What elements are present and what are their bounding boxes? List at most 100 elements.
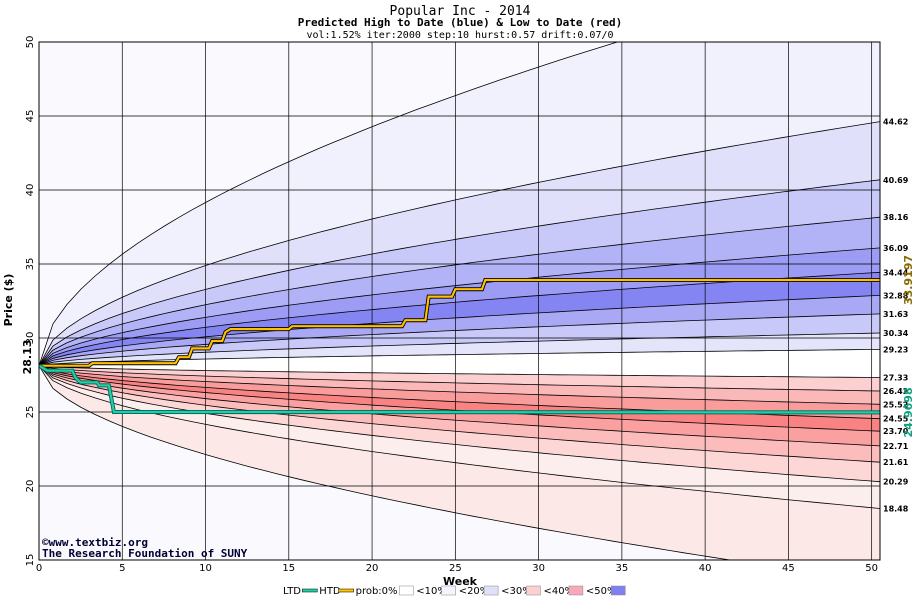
- legend-swatch: [526, 585, 541, 596]
- quantile-line: [39, 365, 880, 392]
- plot-area: 0 5 10 15 20 25 30 35 40 45 50 15 20 25 30 35 40 45 50 44.6…: [25, 36, 915, 574]
- x-tick-label: 40: [699, 563, 712, 574]
- chart-subtitle: Predicted High to Date (blue) & Low to D…: [298, 16, 623, 29]
- legend-label: <50%: [586, 586, 617, 597]
- plot-frame: [38, 41, 881, 561]
- legend-swatch: [399, 585, 414, 596]
- high-band: [39, 313, 880, 366]
- x-tick-label: 5: [119, 563, 125, 574]
- legend-swatch: [338, 588, 354, 593]
- legend-label: <10%: [416, 586, 447, 597]
- quantile-label: 29.23: [883, 345, 908, 354]
- y-tick-label: 30: [25, 332, 36, 345]
- x-tick-label: 45: [782, 563, 795, 574]
- y-tick-label: 45: [25, 110, 36, 123]
- x-tick-label: 10: [199, 563, 212, 574]
- low-band: [39, 365, 880, 509]
- low-band: [39, 365, 880, 391]
- y-tick-label: 50: [25, 36, 36, 49]
- quantile-label: 24.55: [883, 415, 909, 424]
- x-tick-label: 20: [366, 563, 379, 574]
- legend-swatch: [441, 585, 456, 596]
- high-band: [39, 217, 880, 366]
- y-tick-label: 25: [25, 406, 36, 419]
- middle-band: [39, 349, 880, 378]
- quantile-line: [39, 365, 880, 447]
- y-tick-label: 40: [25, 184, 36, 197]
- legend-label: LTD: [283, 586, 301, 597]
- quantile-label: 22.71: [883, 442, 909, 451]
- credit-line-1: ©www.textbiz.org: [42, 536, 148, 549]
- quantile-line: [39, 313, 880, 367]
- quantile-label: 18.48: [883, 504, 909, 513]
- x-axis-label: Week: [443, 575, 478, 588]
- x-tick-label: 0: [36, 563, 42, 574]
- high-band: [39, 295, 880, 366]
- y-tick-label: 35: [25, 258, 36, 271]
- quantile-label: 31.63: [883, 310, 908, 319]
- ltd-line: [39, 364, 880, 414]
- x-tick-label: 30: [532, 563, 545, 574]
- quantile-line: [39, 365, 880, 405]
- quantile-lines: [39, 42, 880, 560]
- quantile-label: 38.16: [883, 213, 909, 222]
- quantile-line: [39, 121, 880, 366]
- htd-final-label: 33.9197: [902, 255, 915, 305]
- x-tick-label: 25: [449, 563, 462, 574]
- quantile-label: 40.69: [883, 176, 909, 185]
- htd-line: [39, 278, 880, 367]
- quantile-line: [39, 42, 619, 366]
- quantile-line: [39, 179, 880, 366]
- x-tick-label: 50: [865, 563, 878, 574]
- y-axis-label: Price ($): [2, 274, 15, 327]
- y-tick-label: 20: [25, 480, 36, 493]
- quantile-line: [39, 365, 880, 463]
- quantile-label: 44.62: [883, 118, 908, 127]
- low-band: [39, 365, 880, 446]
- ltd-final-label: 24.9698: [902, 387, 915, 437]
- low-band: [39, 365, 880, 463]
- quantile-line: [39, 365, 880, 378]
- quantile-label: 25.52: [883, 400, 908, 409]
- legend-swatch: [483, 585, 499, 596]
- quantile-label: 27.33: [883, 374, 908, 383]
- legend-swatch: [611, 585, 626, 596]
- high-band: [39, 179, 880, 366]
- low-band: [39, 365, 880, 405]
- legend-label: <40%: [544, 586, 575, 597]
- quantile-label: 34.44: [883, 268, 909, 277]
- quantile-label: 36.09: [883, 244, 909, 253]
- y-tick-label: 15: [25, 554, 36, 567]
- legend-label: <30%: [501, 586, 532, 597]
- quantile-line: [39, 365, 880, 509]
- quantile-line: [39, 295, 880, 367]
- paths: [39, 278, 880, 415]
- high-band: [39, 121, 880, 366]
- high-band: [39, 42, 880, 366]
- quantile-label: 30.34: [883, 329, 909, 338]
- chart-title: Popular Inc - 2014: [390, 4, 531, 19]
- quantile-label: 20.29: [883, 478, 909, 487]
- quantile-line: [39, 365, 733, 560]
- high-band: [39, 272, 880, 366]
- legend-label: HTD: [319, 586, 341, 597]
- quantile-label: 26.42: [883, 387, 908, 396]
- quantile-label: 21.61: [883, 458, 909, 467]
- credit-line-2: The Research Foundation of SUNY: [42, 547, 248, 560]
- quantile-line: [39, 365, 880, 483]
- legend: LTD HTD prob:0% <10% <20% <30% <40% <50%: [283, 585, 626, 597]
- quantile-label: 23.70: [883, 427, 909, 436]
- chart-params: vol:1.52% iter:2000 step:10 hurst:0.57 d…: [306, 30, 613, 41]
- start-price-label: 28.13: [21, 340, 34, 375]
- high-band: [39, 247, 880, 366]
- x-tick-label: 35: [616, 563, 629, 574]
- legend-swatch: [568, 585, 584, 596]
- quantile-line: [39, 216, 880, 366]
- quantile-label: 32.88: [883, 291, 909, 300]
- low-band: [39, 365, 880, 482]
- legend-label: <20%: [459, 586, 490, 597]
- x-tick-label: 15: [282, 563, 295, 574]
- legend-label: prob:0%: [356, 586, 398, 597]
- low-band: [39, 365, 880, 432]
